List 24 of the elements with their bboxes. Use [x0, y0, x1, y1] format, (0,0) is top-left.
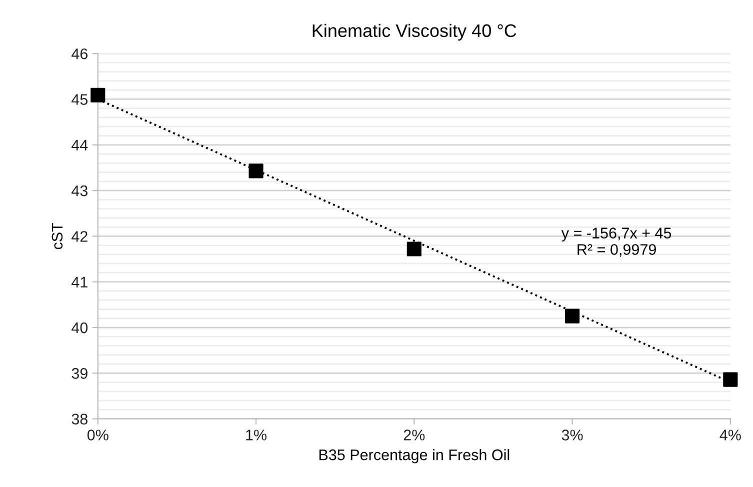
point [564, 308, 580, 324]
y-tick-label: 44 [72, 140, 88, 150]
y-axis-title: cST [52, 222, 63, 250]
y-tick-label: 46 [72, 48, 88, 60]
x-tick-label: 3% [562, 430, 583, 440]
y-tick-label: 42 [72, 231, 88, 242]
y-tick-label: 43 [72, 185, 88, 196]
point [248, 164, 264, 178]
annotation: R² = 0,9979 [578, 244, 656, 257]
point [406, 242, 422, 256]
annotation: y = -156,7x + 45 [561, 228, 672, 242]
x-axis-title: B35 Percentage in Fresh Oil [319, 449, 510, 464]
point [90, 88, 106, 102]
x-tick-label: 0% [87, 430, 108, 440]
y-tick-label: 39 [72, 368, 88, 379]
point [723, 372, 738, 387]
y-tick-label: 45 [72, 94, 88, 105]
x-tick-label: 1% [246, 430, 267, 440]
chart-title: Kinematic Viscosity 40 °C [312, 24, 516, 41]
y-tick-label: 40 [72, 322, 88, 334]
x-tick-label: 2% [404, 430, 425, 440]
y-tick-label: 41 [72, 276, 88, 288]
x-tick-label: 4% [720, 430, 741, 440]
y-tick-label: 38 [72, 414, 88, 425]
